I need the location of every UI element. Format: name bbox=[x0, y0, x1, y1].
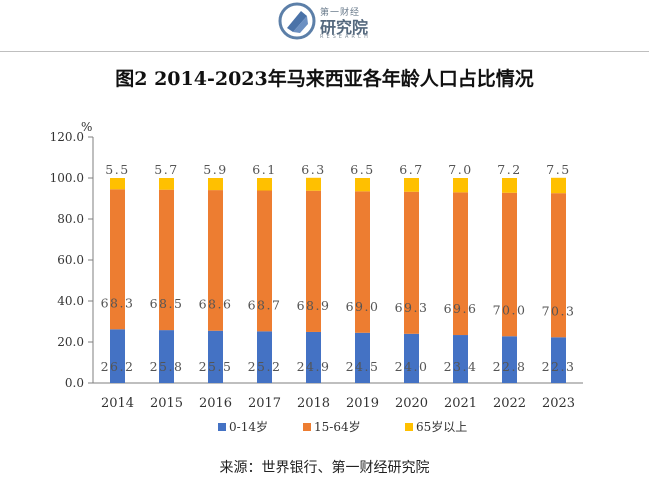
bar-segment bbox=[551, 193, 566, 338]
x-tick-label: 2015 bbox=[150, 396, 183, 411]
x-tick-label: 2020 bbox=[395, 396, 428, 411]
data-label: 7.5 bbox=[546, 162, 570, 177]
bar-segment bbox=[453, 178, 468, 193]
logo-main-text: 研究院 bbox=[320, 18, 369, 37]
data-label: 69.0 bbox=[346, 299, 380, 314]
data-label: 22.8 bbox=[493, 359, 527, 374]
y-unit-label: % bbox=[81, 120, 92, 134]
legend-label: 0-14岁 bbox=[229, 419, 268, 434]
y-tick-label: 60.0 bbox=[57, 253, 84, 267]
source-note: 来源：世界银行、第一财经研究院 bbox=[219, 460, 430, 476]
bar-segment bbox=[502, 336, 517, 383]
bar-segment bbox=[159, 189, 174, 331]
data-label: 6.5 bbox=[350, 162, 374, 177]
data-label: 6.7 bbox=[399, 162, 423, 177]
bar-segment bbox=[551, 177, 566, 194]
bar-segment bbox=[159, 178, 174, 190]
data-label: 24.0 bbox=[395, 359, 429, 374]
bar-segment bbox=[404, 333, 419, 383]
bar-segment bbox=[404, 178, 419, 192]
data-label: 25.5 bbox=[199, 359, 233, 374]
bar-segment bbox=[159, 330, 174, 383]
data-label: 25.8 bbox=[150, 359, 184, 374]
x-tick-label: 2014 bbox=[101, 396, 134, 411]
legend-swatch bbox=[303, 423, 311, 431]
bar-segment bbox=[306, 190, 321, 332]
bar-segment bbox=[453, 335, 468, 383]
bar-segment bbox=[355, 332, 370, 383]
bar-segment bbox=[208, 190, 223, 331]
x-tick-label: 2019 bbox=[346, 396, 379, 411]
bar-segment bbox=[208, 178, 223, 191]
legend-label: 15-64岁 bbox=[314, 419, 361, 434]
data-label: 24.9 bbox=[297, 359, 331, 374]
y-tick-label: 120.0 bbox=[50, 130, 84, 144]
bar-segment bbox=[355, 178, 370, 192]
data-label: 69.3 bbox=[395, 300, 429, 315]
bar-segment bbox=[110, 178, 125, 190]
bar-segment bbox=[551, 337, 566, 383]
y-tick-label: 0.0 bbox=[65, 376, 84, 390]
y-tick-label: 100.0 bbox=[50, 171, 84, 185]
research-logo: 第一财经 研究院 RESEARCH bbox=[278, 2, 378, 42]
y-tick-label: 40.0 bbox=[57, 294, 84, 308]
legend-swatch bbox=[218, 423, 226, 431]
bar-segment bbox=[208, 330, 223, 383]
x-tick-label: 2016 bbox=[199, 396, 232, 411]
bar-segment bbox=[110, 329, 125, 383]
header-divider bbox=[0, 51, 649, 52]
x-tick-label: 2023 bbox=[542, 396, 575, 411]
x-tick-label: 2021 bbox=[444, 396, 477, 411]
data-label: 68.7 bbox=[248, 297, 282, 312]
bar-segment bbox=[257, 178, 272, 191]
bar-segment bbox=[306, 177, 321, 191]
research-logo-icon bbox=[278, 2, 316, 40]
data-label: 68.9 bbox=[297, 298, 331, 313]
data-label: 69.6 bbox=[444, 301, 478, 316]
bar-segment bbox=[306, 331, 321, 383]
legend-label: 65岁以上 bbox=[416, 419, 467, 434]
data-label: 68.5 bbox=[150, 296, 184, 311]
chart-title: 图2 2014-2023年马来西亚各年龄人口占比情况 bbox=[115, 68, 534, 90]
bar-segment bbox=[453, 192, 468, 336]
y-tick-label: 20.0 bbox=[57, 335, 84, 349]
bar-segment bbox=[355, 191, 370, 333]
data-label: 22.3 bbox=[542, 359, 576, 374]
legend-swatch bbox=[405, 423, 413, 431]
bar-segment bbox=[110, 189, 125, 330]
data-label: 5.7 bbox=[154, 162, 178, 177]
bar-segment bbox=[404, 191, 419, 334]
data-label: 68.3 bbox=[101, 295, 135, 310]
x-tick-label: 2018 bbox=[297, 396, 330, 411]
x-tick-label: 2017 bbox=[248, 396, 281, 411]
bar-segment bbox=[502, 192, 517, 337]
logo-sub-text: RESEARCH bbox=[320, 34, 371, 40]
data-label: 70.0 bbox=[493, 302, 527, 317]
logo-top-text: 第一财经 bbox=[320, 8, 361, 18]
data-label: 6.3 bbox=[301, 162, 325, 177]
data-label: 7.0 bbox=[448, 162, 472, 177]
data-label: 7.2 bbox=[497, 162, 521, 177]
x-tick-label: 2022 bbox=[493, 396, 526, 411]
data-label: 24.5 bbox=[346, 359, 380, 374]
bar-segment bbox=[257, 331, 272, 383]
bar-segment bbox=[502, 178, 517, 193]
bar-segment bbox=[257, 190, 272, 332]
data-label: 70.3 bbox=[542, 303, 576, 318]
data-label: 5.5 bbox=[105, 162, 129, 177]
data-label: 26.2 bbox=[101, 359, 135, 374]
data-label: 25.2 bbox=[248, 359, 282, 374]
data-label: 5.9 bbox=[203, 162, 227, 177]
data-label: 68.6 bbox=[199, 297, 233, 312]
data-label: 6.1 bbox=[252, 162, 276, 177]
y-tick-label: 80.0 bbox=[57, 212, 84, 226]
data-label: 23.4 bbox=[444, 359, 478, 374]
